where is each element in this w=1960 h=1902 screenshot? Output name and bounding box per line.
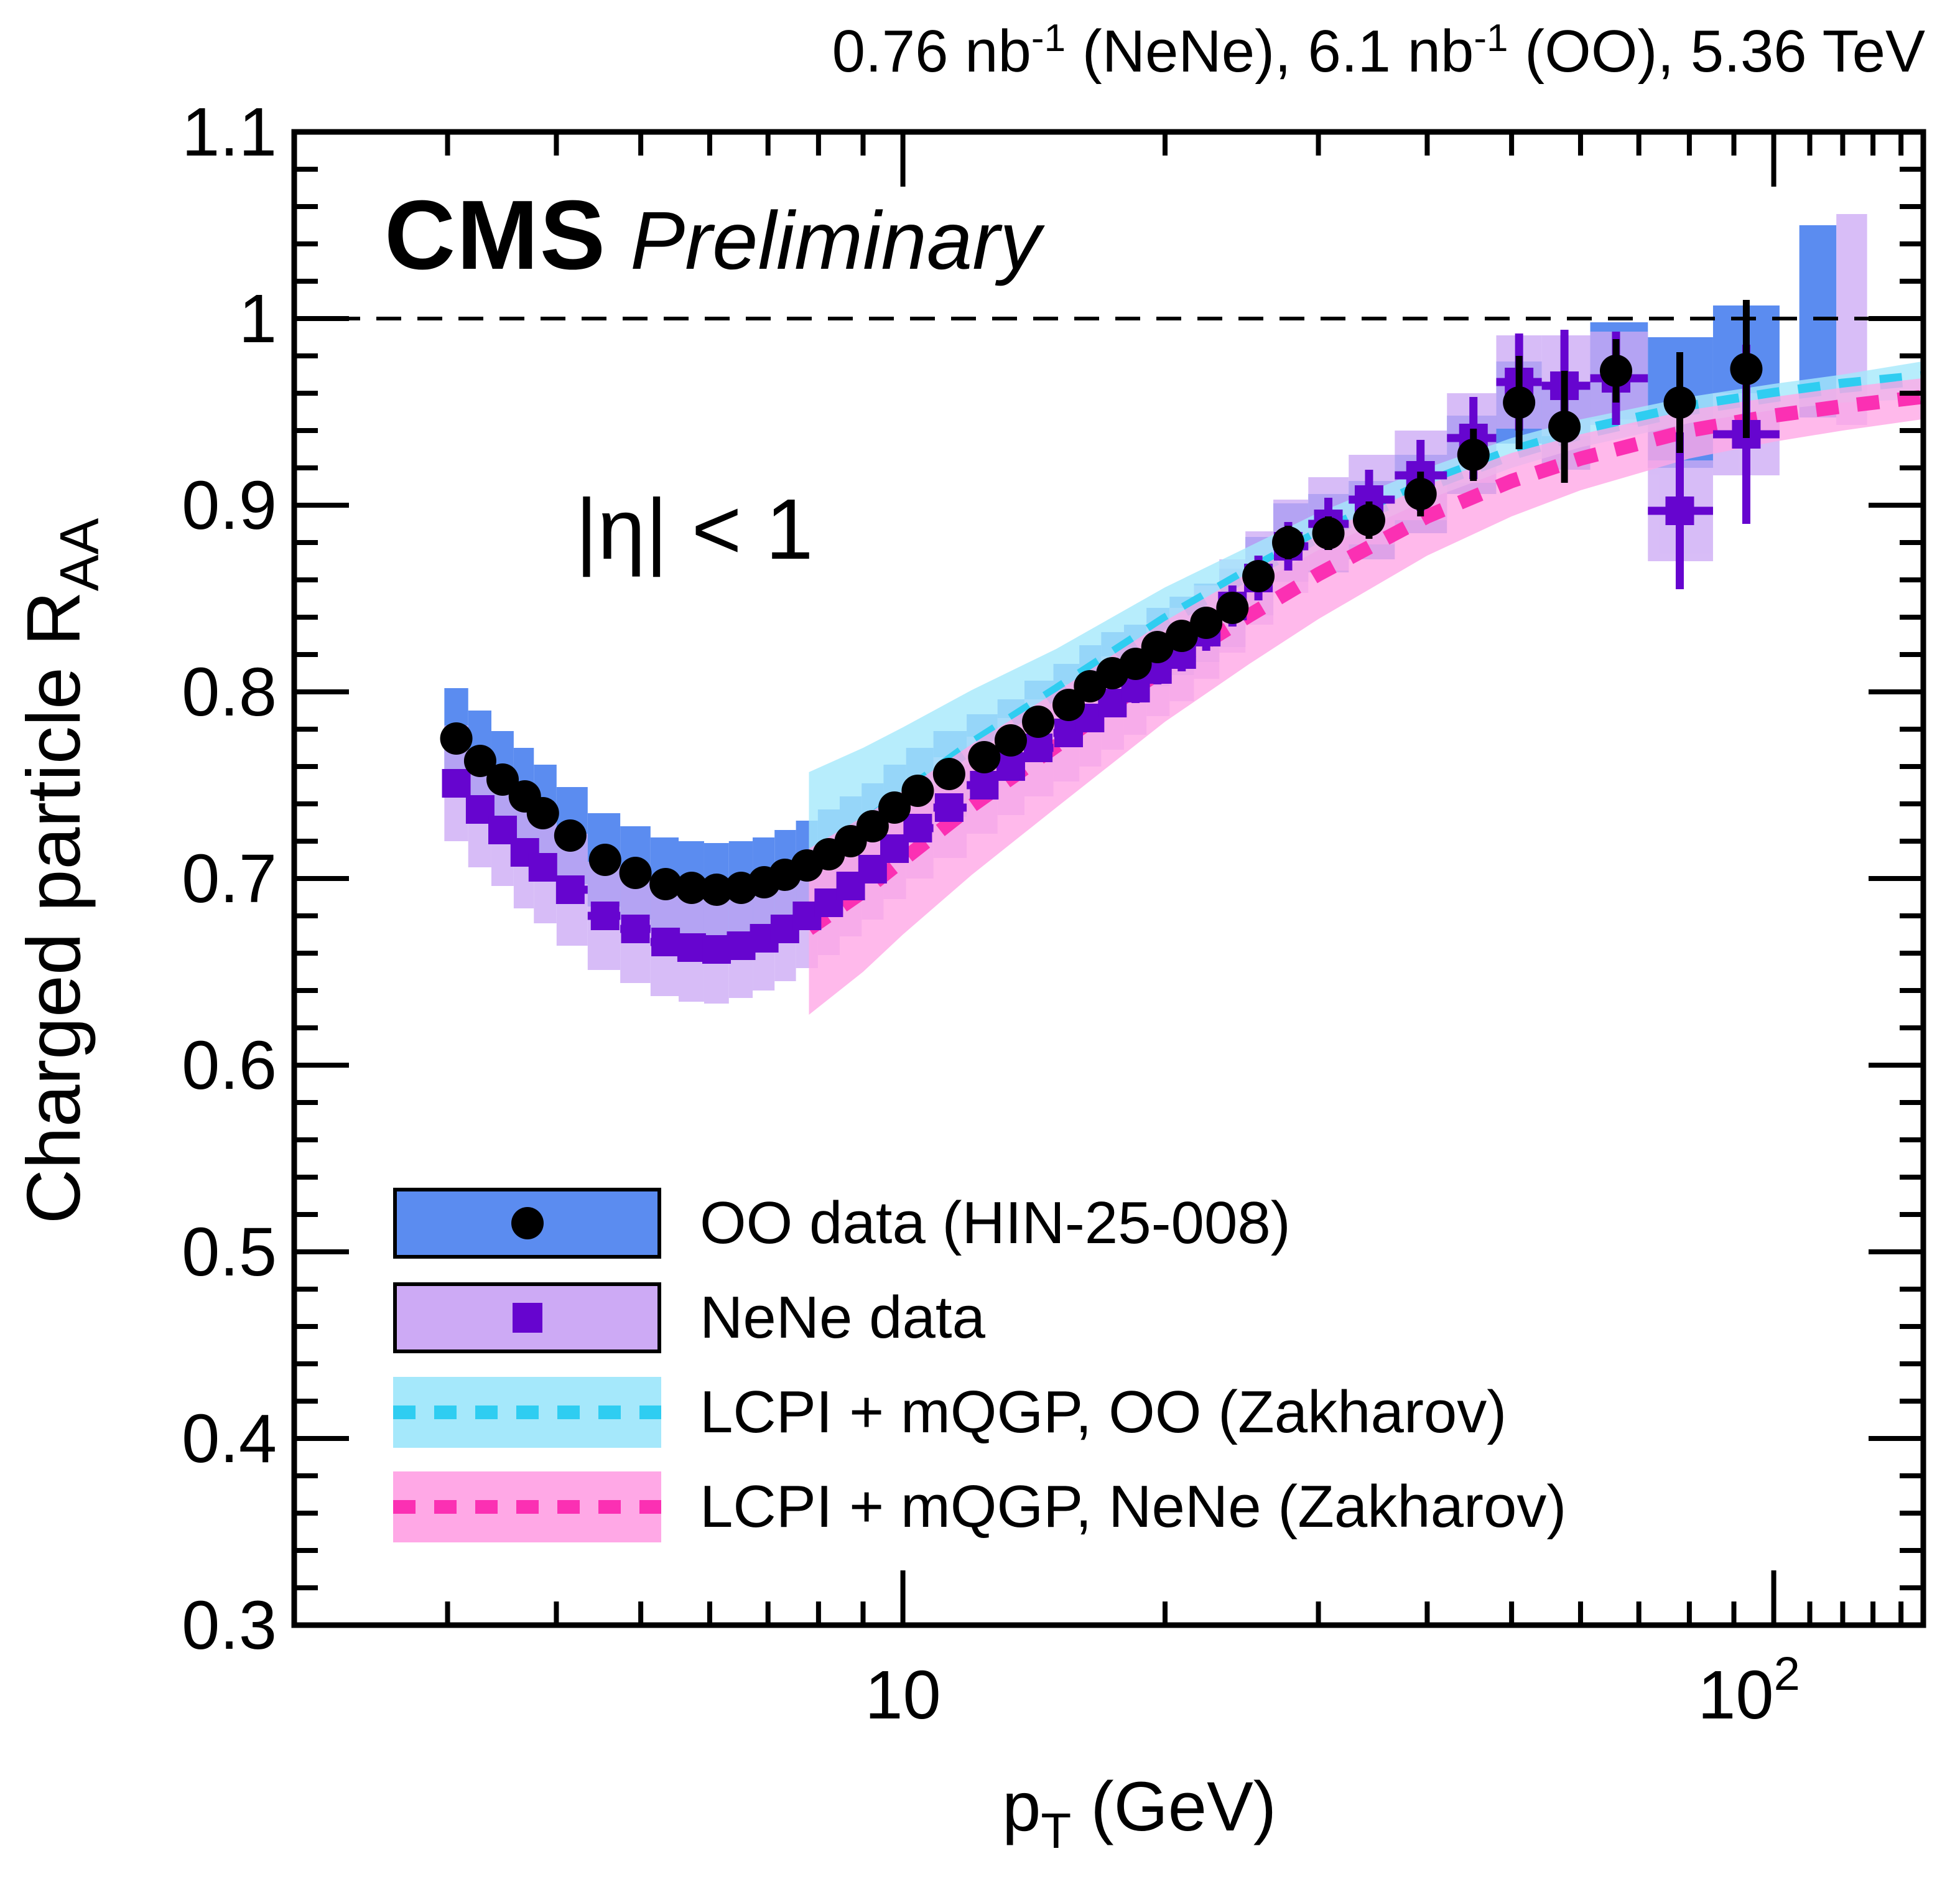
- oo-point: [619, 857, 652, 889]
- axis-titles: pT (GeV) Charged particle RAA: [11, 518, 1276, 1858]
- nene-point: [442, 769, 471, 798]
- nene-point: [651, 928, 680, 956]
- oo-point: [1272, 526, 1305, 559]
- oo-point: [1312, 517, 1345, 549]
- oo-point: [1503, 386, 1536, 419]
- lumi-nene-exponent: -1: [1031, 17, 1066, 60]
- oo-point: [901, 775, 934, 807]
- legend-row-nene-data: NeNe data: [393, 1282, 1566, 1353]
- eta-range-label: |η| < 1: [575, 482, 814, 577]
- nene-point: [677, 933, 706, 962]
- x-axis-title: pT (GeV): [1002, 1768, 1276, 1858]
- nene-data-swatch: [393, 1282, 661, 1353]
- oo-point: [1352, 504, 1385, 536]
- legend-row-theory-nene: LCPI + mQGP, NeNe (Zakharov): [393, 1471, 1566, 1542]
- luminosity-energy-title: 0.76 nb-1 (NeNe), 6.1 nb-1 (OO), 5.36 Te…: [832, 17, 1925, 86]
- oo-point: [1457, 439, 1490, 471]
- oo-point: [440, 722, 473, 755]
- oo-point: [932, 758, 965, 790]
- oo-point: [1216, 592, 1249, 624]
- y-tick-label: 0.9: [182, 467, 277, 544]
- nene-point: [996, 752, 1025, 781]
- cyan-dash-icon: [393, 1405, 661, 1419]
- y-tick-label: 0.5: [182, 1214, 277, 1290]
- experiment-label: CMS Preliminary: [384, 179, 1041, 292]
- nene-marker-icon: [512, 1302, 542, 1333]
- oo-marker-icon: [511, 1206, 544, 1239]
- oo-point: [1242, 560, 1275, 592]
- y-tick-label: 0.4: [182, 1401, 277, 1477]
- y-tick-label: 0.8: [182, 654, 277, 730]
- oo-point: [1119, 648, 1152, 680]
- nene-point: [590, 902, 620, 930]
- lumi-nene: 0.76 nb: [832, 18, 1031, 85]
- oo-point: [1730, 353, 1763, 385]
- oo-point: [649, 868, 682, 900]
- oo-point: [968, 741, 1001, 773]
- nene-point: [1665, 496, 1694, 525]
- oo-point: [526, 797, 559, 829]
- y-axis-title: Charged particle RAA: [11, 518, 110, 1224]
- oo-point: [675, 872, 708, 904]
- oo-point: [1190, 607, 1223, 639]
- oo-point: [994, 724, 1027, 757]
- y-tick-label: 1: [239, 281, 277, 357]
- y-tick-label: 0.6: [182, 1027, 277, 1104]
- nene-point: [903, 814, 932, 842]
- oo-point: [1022, 706, 1055, 738]
- oo-point: [486, 763, 519, 796]
- y-tick-label: 1.1: [182, 94, 277, 170]
- oo-point: [1663, 386, 1696, 419]
- x-tick-label: 10: [865, 1657, 941, 1733]
- oo-points: [440, 300, 1763, 906]
- oo-point: [463, 745, 496, 777]
- legend-row-theory-oo: LCPI + mQGP, OO (Zakharov): [393, 1376, 1566, 1448]
- oo-point: [700, 874, 733, 906]
- legend-label-theory-oo: LCPI + mQGP, OO (Zakharov): [700, 1378, 1507, 1445]
- oo-point: [554, 819, 587, 852]
- theory-oo-swatch: [393, 1376, 661, 1448]
- oo-point: [1052, 689, 1085, 721]
- oo-point: [878, 791, 911, 824]
- nene-point: [555, 875, 585, 904]
- oo-point: [1404, 478, 1437, 510]
- oo-point: [1599, 355, 1632, 387]
- nene-point: [970, 771, 999, 799]
- nene-point: [621, 915, 650, 943]
- nene-point: [528, 853, 557, 882]
- nene-point: [702, 935, 732, 964]
- y-tick-label: 0.3: [182, 1587, 277, 1664]
- nene-point: [934, 793, 964, 822]
- energy-text: (OO), 5.36 TeV: [1508, 18, 1925, 85]
- axes-frame: [291, 129, 1926, 1628]
- lumi-oo-exponent: -1: [1474, 17, 1508, 60]
- nene-point: [1024, 734, 1053, 762]
- oo-point: [1548, 411, 1581, 443]
- x-tick-label: 102: [1698, 1648, 1800, 1733]
- tick-labels: 1.1 1 0.9 0.8 0.7 0.6 0.5 0.4 0.3 10 102: [182, 94, 1800, 1733]
- oo-point: [856, 810, 889, 842]
- theory-nene-swatch: [393, 1471, 661, 1542]
- legend-label-oo: OO data (HIN-25-008): [700, 1189, 1291, 1256]
- oo-point: [1165, 620, 1198, 652]
- magenta-dash-icon: [393, 1499, 661, 1514]
- legend-label-theory-nene: LCPI + mQGP, NeNe (Zakharov): [700, 1473, 1567, 1540]
- oo-point: [588, 844, 621, 876]
- legend: OO data (HIN-25-008) NeNe data LCPI + mQ…: [393, 1187, 1566, 1565]
- lumi-oo: (NeNe), 6.1 nb: [1066, 18, 1474, 85]
- legend-row-oo-data: OO data (HIN-25-008): [393, 1187, 1566, 1259]
- legend-label-nene: NeNe data: [700, 1284, 985, 1351]
- y-tick-label: 0.7: [182, 841, 277, 917]
- cms-label: CMS: [384, 180, 607, 290]
- preliminary-label: Preliminary: [630, 195, 1041, 286]
- oo-point: [1141, 631, 1174, 663]
- oo-data-swatch: [393, 1187, 661, 1259]
